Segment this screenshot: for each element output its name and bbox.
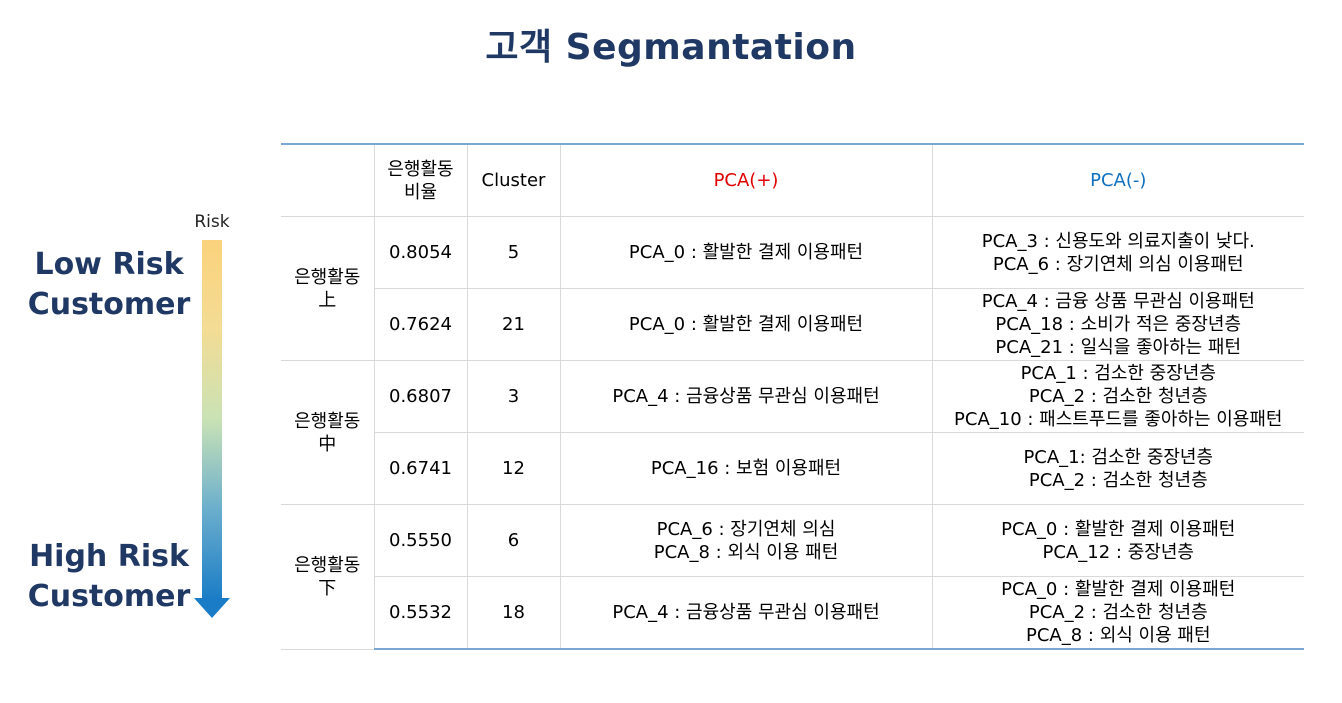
pca-item: PCA_3 : 신용도와 의료지출이 낮다. bbox=[981, 230, 1255, 252]
ratio-cell: 0.5532 bbox=[374, 576, 468, 650]
low-risk-line1: Low Risk bbox=[34, 247, 184, 282]
pca-item: PCA_0 : 활발한 결제 이용패턴 bbox=[628, 314, 864, 335]
header-ratio-line2: 비율 bbox=[403, 181, 438, 203]
pca-item: PCA_2 : 검소한 청년층 bbox=[1028, 469, 1208, 491]
pca-item: PCA_18 : 소비가 적은 중장년층 bbox=[995, 314, 1242, 335]
high-risk-line1: High Risk bbox=[29, 539, 189, 574]
table-row: 은행활동 上 0.8054 5 PCA_0 : 활발한 결제 이용패턴 PCA_… bbox=[281, 216, 1304, 361]
pca-negative-cell: PCA_1 : 검소한 중장년층 PCA_2 : 검소한 청년층 PCA_10 … bbox=[931, 360, 1304, 433]
table-row: 0.6741 12 PCA_16 : 보험 이용패턴 PCA_1: 검소한 중장… bbox=[281, 432, 1304, 505]
high-risk-line2: Customer bbox=[27, 579, 191, 614]
pca-item: PCA_2 : 검소한 청년층 bbox=[1028, 386, 1208, 407]
ratio-cell: 0.6741 bbox=[374, 432, 468, 505]
pca-positive-cell: PCA_16 : 보험 이용패턴 bbox=[559, 432, 933, 505]
group-label-line1: 은행활동 bbox=[294, 554, 361, 576]
ratio-cell: 0.6807 bbox=[373, 360, 468, 433]
group-label-line2: 下 bbox=[318, 577, 337, 599]
page-title: 고객 Segmantation bbox=[485, 27, 857, 68]
cluster-cell: 21 bbox=[466, 288, 561, 361]
pca-item: PCA_4 : 금융상품 무관심 이용패턴 bbox=[612, 386, 880, 407]
group-label-mid-activity: 은행활동 中 bbox=[281, 360, 375, 505]
pca-item: PCA_6 : 장기연체 의심 이용패턴 bbox=[992, 253, 1244, 275]
pca-item: PCA_21 : 일식을 좋아하는 패턴 bbox=[995, 337, 1242, 358]
pca-negative-cell: PCA_1: 검소한 중장년층 PCA_2 : 검소한 청년층 bbox=[931, 432, 1304, 505]
pca-item: PCA_1: 검소한 중장년층 bbox=[1023, 446, 1214, 468]
pca-item: PCA_0 : 활발한 결제 이용패턴 bbox=[1001, 579, 1236, 600]
header-cluster: Cluster bbox=[466, 143, 561, 217]
header-pca-negative: PCA(-) bbox=[931, 143, 1304, 217]
ratio-cell: 0.7624 bbox=[374, 288, 468, 361]
pca-item: PCA_0 : 활발한 결제 이용패턴 bbox=[628, 242, 864, 263]
header-ratio: 은행활동 비율 bbox=[373, 143, 468, 217]
header-pca-positive: PCA(+) bbox=[559, 143, 933, 217]
group-label-low-activity: 은행활동 下 bbox=[281, 504, 375, 650]
group-label-line2: 上 bbox=[318, 289, 337, 311]
group-label-line1: 은행활동 bbox=[294, 410, 361, 432]
pca-item: PCA_6 : 장기연체 의심 bbox=[656, 518, 836, 540]
pca-positive-cell: PCA_4 : 금융상품 무관심 이용패턴 bbox=[559, 576, 933, 650]
group-label-line1: 은행활동 bbox=[294, 266, 361, 288]
pca-item: PCA_12 : 중장년층 bbox=[1042, 541, 1194, 563]
risk-axis-label: Risk bbox=[194, 212, 230, 232]
pca-item: PCA_4 : 금융 상품 무관심 이용패턴 bbox=[981, 291, 1255, 312]
pca-positive-cell: PCA_0 : 활발한 결제 이용패턴 bbox=[559, 216, 933, 289]
low-risk-line2: Customer bbox=[27, 287, 191, 322]
pca-item: PCA_10 : 패스트푸드를 좋아하는 이용패턴 bbox=[954, 409, 1283, 430]
pca-negative-cell: PCA_3 : 신용도와 의료지출이 낮다. PCA_6 : 장기연체 의심 이… bbox=[931, 216, 1304, 289]
table-header-row: 은행활동 비율 Cluster PCA(+) PCA(-) bbox=[281, 143, 1304, 217]
table-row: 0.5532 18 PCA_4 : 금융상품 무관심 이용패턴 PCA_0 : … bbox=[281, 576, 1304, 650]
pca-positive-cell: PCA_4 : 금융상품 무관심 이용패턴 bbox=[559, 360, 933, 433]
pca-item: PCA_1 : 검소한 중장년층 bbox=[1020, 363, 1216, 384]
pca-item: PCA_8 : 외식 이용 패턴 bbox=[1026, 625, 1211, 646]
cluster-cell: 6 bbox=[466, 504, 561, 577]
cluster-cell: 5 bbox=[466, 216, 561, 289]
header-ratio-line1: 은행활동 bbox=[387, 158, 454, 180]
cluster-cell: 3 bbox=[466, 360, 561, 433]
pca-item: PCA_2 : 검소한 청년층 bbox=[1028, 602, 1208, 623]
cluster-cell: 18 bbox=[466, 576, 561, 650]
table-row: 은행활동 下 0.5550 6 PCA_6 : 장기연체 의심 PCA_8 : … bbox=[281, 504, 1304, 650]
header-empty-cell bbox=[281, 143, 375, 217]
ratio-cell: 0.8054 bbox=[373, 216, 468, 289]
group-label-line2: 中 bbox=[318, 433, 337, 455]
group-label-high-activity: 은행활동 上 bbox=[281, 216, 375, 361]
low-risk-label: Low Risk Customer bbox=[18, 245, 200, 325]
pca-negative-cell: PCA_0 : 활발한 결제 이용패턴 PCA_2 : 검소한 청년층 PCA_… bbox=[931, 576, 1304, 650]
pca-negative-cell: PCA_4 : 금융 상품 무관심 이용패턴 PCA_18 : 소비가 적은 중… bbox=[931, 288, 1304, 361]
pca-item: PCA_8 : 외식 이용 패턴 bbox=[653, 541, 839, 563]
table-row: 0.7624 21 PCA_0 : 활발한 결제 이용패턴 PCA_4 : 금융… bbox=[281, 288, 1304, 361]
segmentation-table: 은행활동 비율 Cluster PCA(+) PCA(-) 은행활동 上 0.8… bbox=[281, 143, 1304, 650]
cluster-cell: 12 bbox=[466, 432, 561, 505]
ratio-cell: 0.5550 bbox=[373, 504, 468, 577]
pca-item: PCA_16 : 보험 이용패턴 bbox=[650, 458, 842, 479]
risk-gradient-bar bbox=[202, 240, 222, 600]
pca-positive-cell: PCA_6 : 장기연체 의심 PCA_8 : 외식 이용 패턴 bbox=[559, 504, 933, 577]
table-row: 은행활동 中 0.6807 3 PCA_4 : 금융상품 무관심 이용패턴 PC… bbox=[281, 360, 1304, 505]
pca-negative-cell: PCA_0 : 활발한 결제 이용패턴 PCA_12 : 중장년층 bbox=[931, 504, 1304, 577]
high-risk-label: High Risk Customer bbox=[18, 537, 200, 617]
pca-item: PCA_0 : 활발한 결제 이용패턴 bbox=[1001, 518, 1236, 540]
pca-positive-cell: PCA_0 : 활발한 결제 이용패턴 bbox=[559, 288, 933, 361]
pca-item: PCA_4 : 금융상품 무관심 이용패턴 bbox=[612, 602, 880, 623]
arrow-down-icon bbox=[194, 598, 230, 618]
